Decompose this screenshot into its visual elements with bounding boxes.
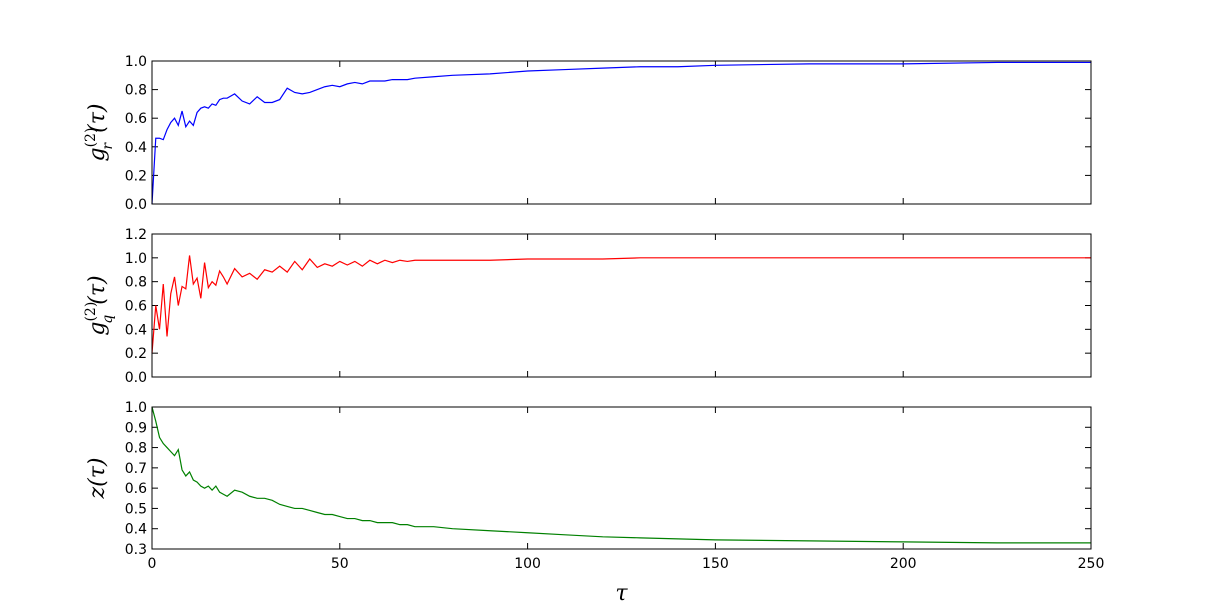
y-label-arg: (τ) — [85, 104, 110, 133]
y-tick-label: 0.4 — [125, 522, 147, 538]
y-tick-label: 0.8 — [125, 83, 147, 99]
data-line — [151, 255, 1091, 354]
y-label-arg: (τ) — [85, 275, 110, 304]
y-label-sup: (2) — [83, 128, 99, 148]
y-label-sub: q — [100, 315, 116, 324]
x-tick-label: 200 — [890, 556, 917, 572]
x-axis-label: τ — [615, 581, 628, 606]
y-tick-label: 1.0 — [125, 54, 147, 70]
x-tick-label: 0 — [148, 556, 157, 572]
y-tick-label: 0.3 — [125, 542, 147, 558]
x-tick-label: 50 — [331, 556, 349, 572]
y-tick-label: 1.2 — [125, 227, 147, 243]
y-tick-label: 0.4 — [125, 322, 147, 338]
y-tick-label: 0.6 — [125, 481, 147, 497]
axes-frame — [151, 60, 1092, 205]
y-tick-label: 1.0 — [125, 400, 147, 416]
y-tick-label: 1.0 — [125, 251, 147, 267]
data-line — [151, 61, 1091, 205]
x-tick-label: 250 — [1078, 556, 1105, 572]
y-tick-label: 0.6 — [125, 111, 147, 127]
data-line — [151, 406, 1091, 544]
y-tick-label: 0.5 — [125, 501, 147, 517]
x-tick-label: 150 — [702, 556, 729, 572]
y-axis-label: g(2)r (τ) — [83, 104, 116, 162]
y-tick-label: 0.8 — [125, 441, 147, 457]
y-tick-label: 0.2 — [125, 168, 147, 184]
y-label-sup: (2) — [83, 302, 99, 322]
y-tick-label: 0.9 — [125, 420, 147, 436]
axes-frame — [151, 233, 1092, 378]
y-axis-label: z(τ) — [85, 458, 110, 500]
y-tick-label: 0.0 — [125, 370, 147, 386]
y-label-base: g — [85, 322, 110, 336]
y-label-sub: r — [100, 142, 116, 150]
y-label-base: g — [85, 147, 110, 161]
y-tick-label: 0.6 — [125, 299, 147, 315]
y-axis-label: g(2)q (τ) — [83, 275, 116, 335]
y-tick-label: 0.4 — [125, 140, 147, 156]
y-tick-label: 0.2 — [125, 346, 147, 362]
y-tick-label: 0.7 — [125, 461, 147, 477]
axes-frame — [151, 406, 1092, 550]
x-tick-label: 100 — [514, 556, 541, 572]
y-tick-label: 0.0 — [125, 197, 147, 213]
y-tick-label: 0.8 — [125, 275, 147, 291]
